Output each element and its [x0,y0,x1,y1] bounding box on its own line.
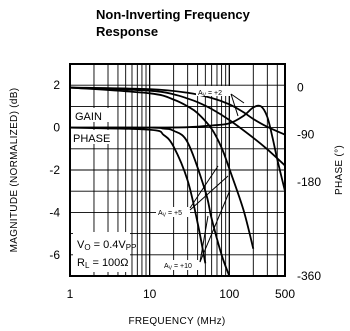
plot-frame [69,63,286,277]
av10-pointer-gain [199,215,209,263]
series-line-3 [69,86,286,136]
av10-pointer-phase [199,189,231,263]
chart-title-line2: Response [96,24,158,39]
series-line-4 [69,86,286,167]
x-tick-label: 100 [219,287,239,301]
y-left-tick-labels: 2 0 -2 -4 -6 [49,78,60,262]
series-line-5 [69,86,255,250]
av5-pointer-gain [189,165,219,209]
series-group [69,86,286,277]
series-line-2 [69,126,207,264]
av10-label: AV = +10 [164,263,192,272]
y-left-tick-label: 0 [53,121,60,135]
y-left-axis-title: MAGNITUDE (NORMALIZED) (dB) [9,88,20,253]
annotations: GAIN PHASE AV = +2 AV = +5 AV = +10 VO =… [72,86,245,272]
phase-label: PHASE [73,133,110,145]
series-line-1 [69,126,231,277]
x-tick-label: 10 [143,287,157,301]
y-right-tick-labels: 0 -90 -180 -360 [297,81,321,283]
rl-condition: RL = 100Ω [77,257,129,270]
av5-label: AV = +5 [158,210,182,219]
y-right-tick-label: -360 [297,269,321,283]
phase-label-bg [72,130,117,144]
x-tick-labels: 1 10 100 500 [67,287,296,301]
y-left-tick-label: -2 [49,163,60,177]
x-tick-label: 500 [275,287,295,301]
conditions-bg [73,232,130,272]
y-left-tick-label: -6 [49,248,60,262]
gain-label: GAIN [75,111,102,123]
av10-label-bg [162,260,200,270]
av5-label-bg [156,207,190,217]
chart-title-line1: Non-Inverting Frequency [96,7,251,22]
gain-label-bg [74,108,110,122]
series-line-0 [69,104,286,192]
y-right-tick-label: -180 [297,175,321,189]
av5-pointer-phase [189,175,229,211]
av2-pointer-peak [230,93,245,104]
av2-label-bg [196,86,230,96]
y-left-tick-label: -4 [49,205,60,219]
x-tick-label: 1 [67,287,74,301]
av2-label: AV = +2 [198,90,222,99]
y-right-tick-label: -90 [297,128,315,142]
y-left-tick-label: 2 [53,78,60,92]
x-axis-title: FREQUENCY (MHz) [128,316,225,327]
av2-pointer-gain [230,93,239,117]
y-right-axis-title: PHASE (°) [334,145,345,195]
vo-condition: VO = 0.4VPP [77,239,136,252]
y-right-tick-label: 0 [297,81,304,95]
